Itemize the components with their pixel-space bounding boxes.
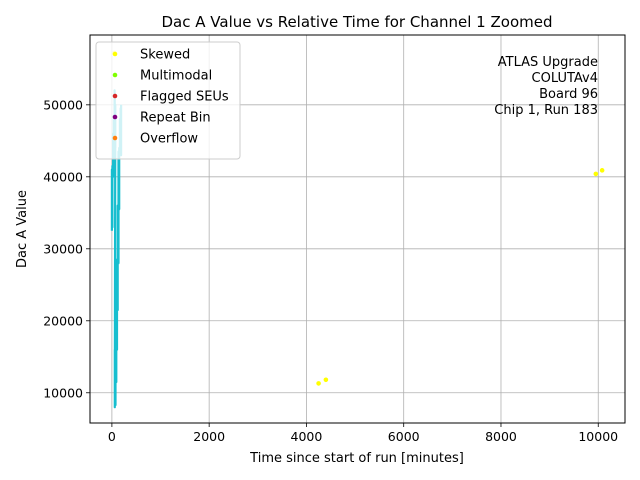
legend-label: Repeat Bin <box>140 111 211 126</box>
chart-title: Dac A Value vs Relative Time for Channel… <box>162 13 553 31</box>
legend-box <box>95 41 241 160</box>
legend-label: Multimodal <box>140 69 212 84</box>
data-point <box>316 381 321 386</box>
legend-marker <box>112 114 118 120</box>
y-tick-label: 10000 <box>43 385 83 400</box>
x-tick-label: 6000 <box>388 429 420 444</box>
data-point <box>593 171 599 177</box>
data-point <box>599 168 605 173</box>
legend-label: Flagged SEUs <box>140 90 229 105</box>
ticks: 0 2000 4000 6000 8000 10000 10000 20000 30000 400… <box>43 97 618 444</box>
x-tick-label: 0 <box>108 429 116 444</box>
y-tick-label: 40000 <box>43 169 83 184</box>
plot-frame <box>89 34 626 424</box>
annotation-line: Chip 1, Run 183 <box>494 103 598 118</box>
data-point <box>323 377 329 383</box>
x-tick-label: 4000 <box>291 429 323 444</box>
legend-marker <box>112 135 118 141</box>
legend-label: Skewed <box>140 48 190 63</box>
x-tick-label: 2000 <box>193 429 225 444</box>
annotation-line: Board 96 <box>539 87 598 102</box>
x-tick-label: 10000 <box>578 429 618 444</box>
legend-marker <box>112 72 118 78</box>
y-tick-label: 50000 <box>43 97 83 112</box>
legend-label: Overflow <box>140 132 198 147</box>
y-tick-label: 30000 <box>43 241 83 256</box>
legend-marker <box>112 93 118 99</box>
legend: Skewed Multimodal Flagged SEUs Repeat Bin Ov… <box>95 41 241 160</box>
x-tick-label: 8000 <box>485 429 517 444</box>
x-axis-label: Time since start of run [minutes] <box>249 451 464 466</box>
annotation-line: COLUTAv4 <box>532 71 598 86</box>
y-tick-label: 20000 <box>43 313 83 328</box>
legend-marker <box>112 51 118 57</box>
y-axis-label: Dac A Value <box>15 190 30 268</box>
annotation-line: ATLAS Upgrade <box>498 55 598 70</box>
grid <box>90 35 625 423</box>
